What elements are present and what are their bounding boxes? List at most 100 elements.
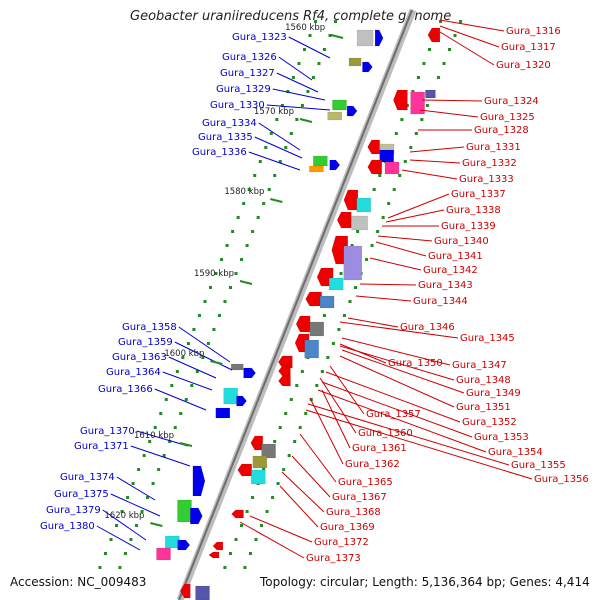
gene-feature-19[interactable] [343, 189, 359, 211]
gene-feature-55[interactable] [195, 585, 210, 600]
gene-feature-20[interactable] [356, 197, 372, 213]
gene-label-left[interactable]: Gura_1359 [118, 337, 173, 348]
gene-label-right[interactable]: Gura_1360 [358, 428, 413, 439]
gene-feature-54[interactable] [208, 551, 220, 559]
gene-feature-56[interactable] [179, 583, 191, 599]
gene-feature-33[interactable] [277, 355, 293, 369]
gene-feature-3[interactable] [348, 57, 362, 67]
gene-feature-15[interactable] [384, 161, 400, 175]
gene-feature-52[interactable] [177, 539, 191, 551]
gene-label-left[interactable]: Gura_1374 [60, 472, 115, 483]
gene-label-right[interactable]: Gura_1320 [496, 60, 551, 71]
gene-feature-27[interactable] [305, 291, 322, 307]
gene-label-right[interactable]: Gura_1368 [326, 507, 381, 518]
gene-label-right[interactable]: Gura_1331 [466, 142, 521, 153]
gene-label-left[interactable]: Gura_1323 [232, 32, 287, 43]
gene-feature-43[interactable] [252, 455, 268, 469]
gene-feature-41[interactable] [250, 435, 264, 451]
gene-label-right[interactable]: Gura_1351 [456, 402, 511, 413]
gene-feature-38[interactable] [223, 387, 239, 405]
gene-feature-16[interactable] [313, 155, 328, 167]
gene-feature-53[interactable] [212, 541, 224, 551]
gene-feature-11[interactable] [367, 139, 380, 155]
gene-feature-46[interactable] [192, 465, 206, 497]
gene-label-right[interactable]: Gura_1333 [459, 174, 514, 185]
gene-feature-37[interactable] [243, 367, 257, 379]
gene-label-right[interactable]: Gura_1341 [428, 251, 483, 262]
gene-feature-7[interactable] [425, 89, 436, 99]
gene-label-right[interactable]: Gura_1328 [474, 125, 529, 136]
gene-label-right[interactable]: Gura_1342 [423, 265, 478, 276]
gene-label-left[interactable]: Gura_1327 [220, 68, 275, 79]
gene-feature-32[interactable] [304, 339, 319, 359]
gene-label-right[interactable]: Gura_1316 [506, 26, 561, 37]
gene-label-right[interactable]: Gura_1347 [452, 360, 507, 371]
gene-label-right[interactable]: Gura_1345 [460, 333, 515, 344]
gene-feature-2[interactable] [374, 29, 384, 47]
gene-label-right[interactable]: Gura_1343 [418, 280, 473, 291]
gene-label-left[interactable]: Gura_1336 [192, 147, 247, 158]
gene-label-right[interactable]: Gura_1340 [434, 236, 489, 247]
gene-label-right[interactable]: Gura_1362 [345, 459, 400, 470]
gene-feature-29[interactable] [295, 315, 311, 333]
gene-feature-17[interactable] [309, 165, 324, 173]
gene-feature-51[interactable] [156, 547, 171, 561]
gene-feature-9[interactable] [327, 111, 343, 121]
gene-feature-18[interactable] [329, 159, 341, 171]
gene-feature-5[interactable] [393, 89, 408, 111]
gene-feature-47[interactable] [177, 499, 192, 523]
gene-label-right[interactable]: Gura_1338 [446, 205, 501, 216]
gene-label-right[interactable]: Gura_1350 [388, 358, 443, 369]
gene-label-left[interactable]: Gura_1363 [112, 352, 167, 363]
gene-label-right[interactable]: Gura_1365 [338, 477, 393, 488]
gene-feature-0[interactable] [427, 27, 441, 43]
gene-feature-45[interactable] [251, 469, 266, 485]
gene-label-right[interactable]: Gura_1356 [534, 474, 589, 485]
gene-label-left[interactable]: Gura_1380 [40, 521, 95, 532]
gene-label-right[interactable]: Gura_1348 [456, 375, 511, 386]
gene-feature-39[interactable] [236, 395, 247, 407]
gene-feature-35[interactable] [278, 375, 291, 387]
gene-label-right[interactable]: Gura_1354 [488, 447, 543, 458]
gene-feature-42[interactable] [261, 443, 276, 459]
gene-feature-1[interactable] [356, 29, 374, 47]
gene-label-right[interactable]: Gura_1317 [501, 42, 556, 53]
gene-label-left[interactable]: Gura_1334 [202, 118, 257, 129]
gene-feature-21[interactable] [336, 211, 352, 229]
gene-label-right[interactable]: Gura_1344 [413, 296, 468, 307]
gene-feature-10[interactable] [346, 105, 358, 117]
gene-feature-49[interactable] [231, 509, 244, 519]
gene-feature-34[interactable] [278, 365, 291, 377]
gene-feature-8[interactable] [332, 99, 347, 111]
gene-feature-50[interactable] [164, 535, 180, 549]
gene-label-right[interactable]: Gura_1361 [352, 443, 407, 454]
gene-label-left[interactable]: Gura_1330 [210, 100, 265, 111]
gene-label-right[interactable]: Gura_1372 [314, 537, 369, 548]
gene-label-left[interactable]: Gura_1329 [216, 84, 271, 95]
gene-label-right[interactable]: Gura_1325 [480, 112, 535, 123]
gene-label-left[interactable]: Gura_1335 [198, 132, 253, 143]
gene-label-left[interactable]: Gura_1366 [98, 384, 153, 395]
gene-label-left[interactable]: Gura_1358 [122, 322, 177, 333]
gene-feature-6[interactable] [410, 91, 425, 115]
gene-feature-24[interactable] [343, 245, 363, 281]
gene-feature-22[interactable] [351, 215, 368, 231]
gene-label-left[interactable]: Gura_1364 [106, 367, 161, 378]
gene-feature-14[interactable] [367, 159, 383, 175]
gene-feature-40[interactable] [215, 407, 231, 419]
gene-label-left[interactable]: Gura_1326 [222, 52, 277, 63]
gene-label-right[interactable]: Gura_1339 [441, 221, 496, 232]
gene-label-right[interactable]: Gura_1346 [400, 322, 455, 333]
gene-feature-26[interactable] [328, 277, 344, 291]
gene-label-right[interactable]: Gura_1349 [466, 388, 521, 399]
gene-label-right[interactable]: Gura_1367 [332, 492, 387, 503]
gene-label-left[interactable]: Gura_1375 [54, 489, 109, 500]
gene-label-right[interactable]: Gura_1357 [366, 409, 421, 420]
gene-label-right[interactable]: Gura_1337 [451, 189, 506, 200]
gene-feature-36[interactable] [230, 363, 244, 371]
gene-label-left[interactable]: Gura_1371 [74, 441, 129, 452]
gene-feature-4[interactable] [362, 61, 373, 73]
gene-label-right[interactable]: Gura_1369 [320, 522, 375, 533]
gene-label-left[interactable]: Gura_1370 [80, 426, 135, 437]
gene-label-right[interactable]: Gura_1332 [462, 158, 517, 169]
